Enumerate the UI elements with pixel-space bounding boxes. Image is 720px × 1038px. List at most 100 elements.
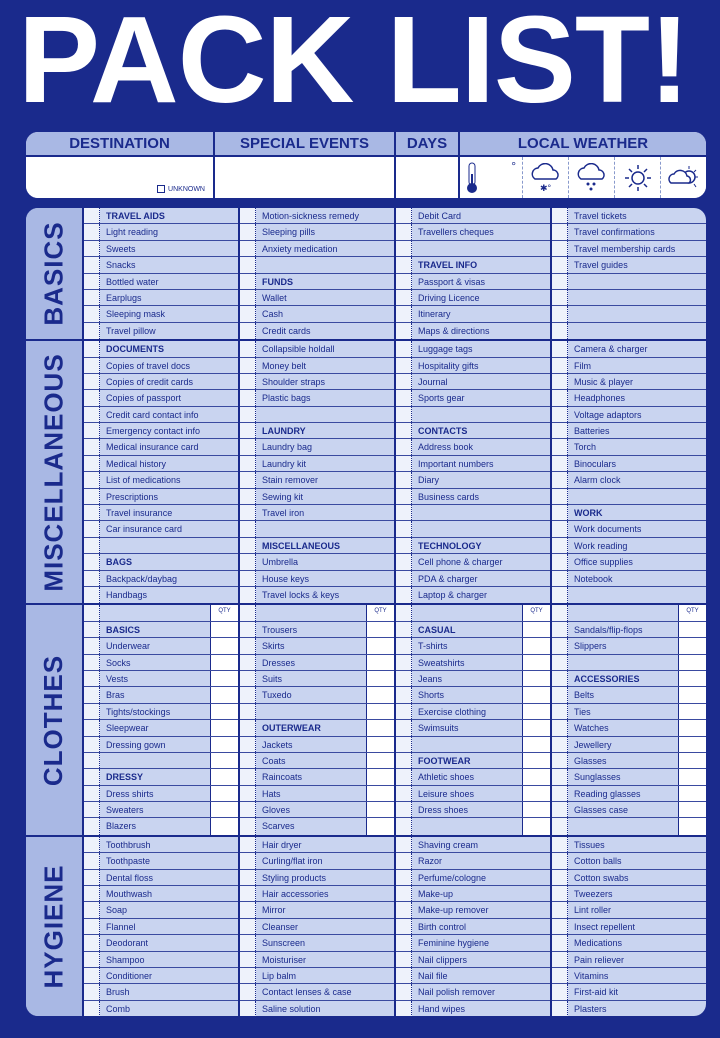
checkbox[interactable]: [240, 818, 256, 835]
list-item[interactable]: Hats: [240, 785, 394, 803]
checkbox[interactable]: [552, 257, 568, 273]
list-item[interactable]: Curling/flat iron: [240, 853, 394, 870]
list-item[interactable]: Hand wipes: [396, 1000, 550, 1016]
checkbox[interactable]: [552, 818, 568, 835]
list-item[interactable]: [552, 818, 706, 835]
list-item[interactable]: Athletic shoes: [396, 769, 550, 786]
list-item[interactable]: Ties: [552, 703, 706, 721]
list-item[interactable]: [396, 505, 550, 522]
list-item[interactable]: Cleanser: [240, 918, 394, 936]
qty-field[interactable]: [366, 769, 394, 785]
checkbox[interactable]: [552, 439, 568, 455]
list-item[interactable]: [552, 306, 706, 323]
checkbox[interactable]: [552, 853, 568, 869]
list-item[interactable]: Sandals/flip-flops: [552, 621, 706, 639]
list-item[interactable]: Travel confirmations: [552, 224, 706, 241]
checkbox[interactable]: [240, 703, 256, 720]
checkbox[interactable]: [552, 273, 568, 289]
list-item[interactable]: Business cards: [396, 488, 550, 506]
list-item[interactable]: Vests: [84, 670, 238, 688]
qty-field[interactable]: [366, 638, 394, 654]
list-item[interactable]: Travel guides: [552, 257, 706, 274]
checkbox[interactable]: [240, 984, 256, 1000]
list-item[interactable]: Medications: [552, 935, 706, 952]
list-item[interactable]: Earplugs: [84, 289, 238, 307]
checkbox[interactable]: [84, 1000, 100, 1016]
list-item[interactable]: Snacks: [84, 257, 238, 274]
list-item[interactable]: Jackets: [240, 736, 394, 753]
qty-field[interactable]: [522, 818, 550, 835]
list-item[interactable]: Torch: [552, 439, 706, 456]
qty-field[interactable]: [678, 703, 706, 720]
checkbox[interactable]: [84, 818, 100, 835]
checkbox[interactable]: [396, 1000, 412, 1016]
list-item[interactable]: Nail file: [396, 967, 550, 985]
qty-field[interactable]: [366, 621, 394, 638]
qty-field[interactable]: [522, 654, 550, 670]
list-item[interactable]: Shampoo: [84, 951, 238, 968]
checkbox[interactable]: [84, 869, 100, 886]
list-item[interactable]: Socks: [84, 654, 238, 671]
checkbox[interactable]: [84, 638, 100, 654]
list-item[interactable]: Journal: [396, 373, 550, 391]
list-item[interactable]: Laundry bag: [240, 439, 394, 456]
checkbox[interactable]: [240, 257, 256, 273]
list-item[interactable]: Brush: [84, 984, 238, 1001]
list-item[interactable]: Money belt: [240, 357, 394, 374]
list-item[interactable]: Perfume/cologne: [396, 869, 550, 887]
qty-field[interactable]: [210, 638, 238, 654]
list-item[interactable]: [84, 752, 238, 770]
checkbox[interactable]: [552, 455, 568, 472]
list-item[interactable]: Comb: [84, 1000, 238, 1016]
list-item[interactable]: First-aid kit: [552, 984, 706, 1001]
qty-field[interactable]: [210, 670, 238, 687]
list-item[interactable]: Notebook: [552, 570, 706, 587]
list-item[interactable]: Medical insurance card: [84, 439, 238, 456]
list-item[interactable]: Light reading: [84, 224, 238, 241]
checkbox[interactable]: [396, 357, 412, 373]
checkbox[interactable]: [240, 472, 256, 488]
list-item[interactable]: [396, 736, 550, 753]
list-item[interactable]: [396, 818, 550, 835]
qty-field[interactable]: [210, 769, 238, 785]
checkbox[interactable]: [396, 521, 412, 537]
checkbox[interactable]: [240, 322, 256, 340]
list-item[interactable]: Soap: [84, 902, 238, 919]
list-item[interactable]: Travel membership cards: [552, 240, 706, 258]
checkbox[interactable]: [396, 654, 412, 670]
checkbox[interactable]: [84, 240, 100, 257]
checkbox[interactable]: [552, 554, 568, 570]
checkbox[interactable]: [552, 390, 568, 406]
checkbox[interactable]: [552, 1000, 568, 1016]
list-item[interactable]: Dresses: [240, 654, 394, 671]
checkbox[interactable]: [552, 918, 568, 935]
list-item[interactable]: Copies of travel docs: [84, 357, 238, 374]
list-item[interactable]: Cash: [240, 306, 394, 323]
cloud-snow-icon[interactable]: ✱°: [522, 157, 568, 198]
qty-field[interactable]: [678, 736, 706, 752]
list-item[interactable]: Glasses case: [552, 802, 706, 819]
checkbox[interactable]: [84, 935, 100, 951]
list-item[interactable]: Jewellery: [552, 736, 706, 753]
checkbox[interactable]: [396, 853, 412, 869]
list-item[interactable]: Exercise clothing: [396, 703, 550, 721]
checkbox[interactable]: [84, 703, 100, 720]
thermometer-icon[interactable]: °: [460, 157, 522, 198]
list-item[interactable]: Hair dryer: [240, 836, 394, 854]
list-item[interactable]: [240, 703, 394, 721]
checkbox[interactable]: [396, 818, 412, 835]
list-item[interactable]: Passport & visas: [396, 273, 550, 290]
checkbox[interactable]: [84, 687, 100, 703]
list-item[interactable]: List of medications: [84, 472, 238, 489]
checkbox[interactable]: [84, 570, 100, 586]
cloud-rain-icon[interactable]: [568, 157, 614, 198]
qty-field[interactable]: [210, 785, 238, 802]
checkbox[interactable]: [240, 785, 256, 802]
list-item[interactable]: Mouthwash: [84, 886, 238, 903]
list-item[interactable]: Sunglasses: [552, 769, 706, 786]
sun-icon[interactable]: [614, 157, 660, 198]
checkbox[interactable]: [240, 918, 256, 935]
qty-field[interactable]: [366, 654, 394, 670]
checkbox[interactable]: [552, 537, 568, 554]
list-item[interactable]: Cotton swabs: [552, 869, 706, 887]
